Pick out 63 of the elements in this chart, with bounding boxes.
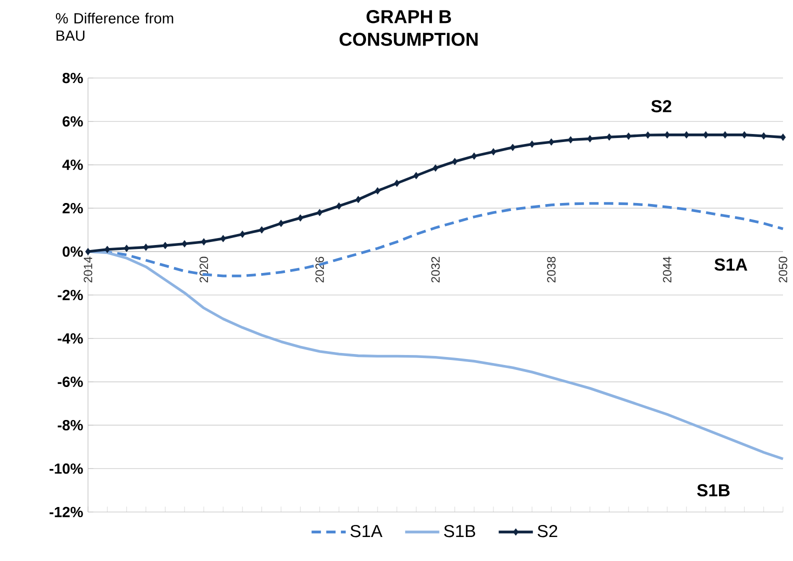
annotation: S2 [651, 100, 672, 112]
y-tick-label: 0% [62, 246, 83, 257]
point [684, 131, 690, 139]
y-tick-label: -12% [50, 506, 83, 518]
point [760, 132, 766, 140]
point [316, 208, 322, 216]
y-tick-label: -8% [58, 420, 83, 430]
point [432, 164, 438, 172]
y-tick-label: 8% [62, 72, 83, 84]
point [606, 133, 612, 141]
x-tick-label: 2038 [547, 256, 556, 282]
point [278, 220, 284, 228]
point [124, 244, 130, 252]
x-tick-label: 2044 [662, 256, 672, 282]
y-tick-label: -4% [58, 333, 83, 344]
point [355, 196, 362, 204]
x-tick-label: 2014 [84, 256, 92, 282]
chart-subtitle: CONSUMPTION [340, 32, 478, 46]
y-tick-label: 2% [62, 203, 83, 214]
annotation: S1A [714, 258, 748, 271]
point [182, 240, 188, 248]
point [258, 226, 265, 234]
point [742, 131, 748, 139]
point [240, 230, 246, 238]
y-tick-label: -2% [58, 290, 83, 300]
point [568, 136, 574, 144]
x-tick-label: 2026 [315, 256, 324, 282]
point [722, 131, 728, 139]
x-tick-label: 2050 [778, 256, 788, 282]
point [587, 135, 593, 142]
point [471, 152, 477, 160]
point [394, 180, 400, 187]
point [626, 132, 632, 140]
point [529, 140, 535, 148]
legend-label: S1A [350, 524, 382, 538]
point [510, 144, 516, 152]
point [143, 244, 149, 251]
point [645, 131, 651, 139]
legend-label: S2 [538, 524, 558, 538]
y-tick-label: 6% [62, 116, 83, 127]
point [780, 134, 786, 141]
y-axis-title: % Difference from BAU [56, 12, 174, 41]
point [104, 246, 110, 254]
legend-label: S1B [444, 524, 476, 538]
y-tick-label: 4% [62, 160, 83, 170]
point [452, 158, 458, 166]
annotation: S1B [697, 484, 730, 496]
point [220, 234, 226, 242]
point [201, 238, 207, 246]
point [702, 131, 709, 139]
y-tick-label: -6% [58, 376, 83, 387]
point [374, 187, 380, 195]
point [336, 202, 342, 210]
point [85, 248, 91, 256]
point [162, 242, 168, 250]
x-tick-label: 2032 [431, 256, 440, 282]
y-tick-label: -10% [50, 463, 83, 474]
point [664, 131, 670, 139]
point [490, 148, 496, 156]
point [298, 214, 304, 222]
point [413, 172, 419, 180]
point [548, 138, 554, 146]
chart-title: GRAPH B [366, 10, 452, 24]
